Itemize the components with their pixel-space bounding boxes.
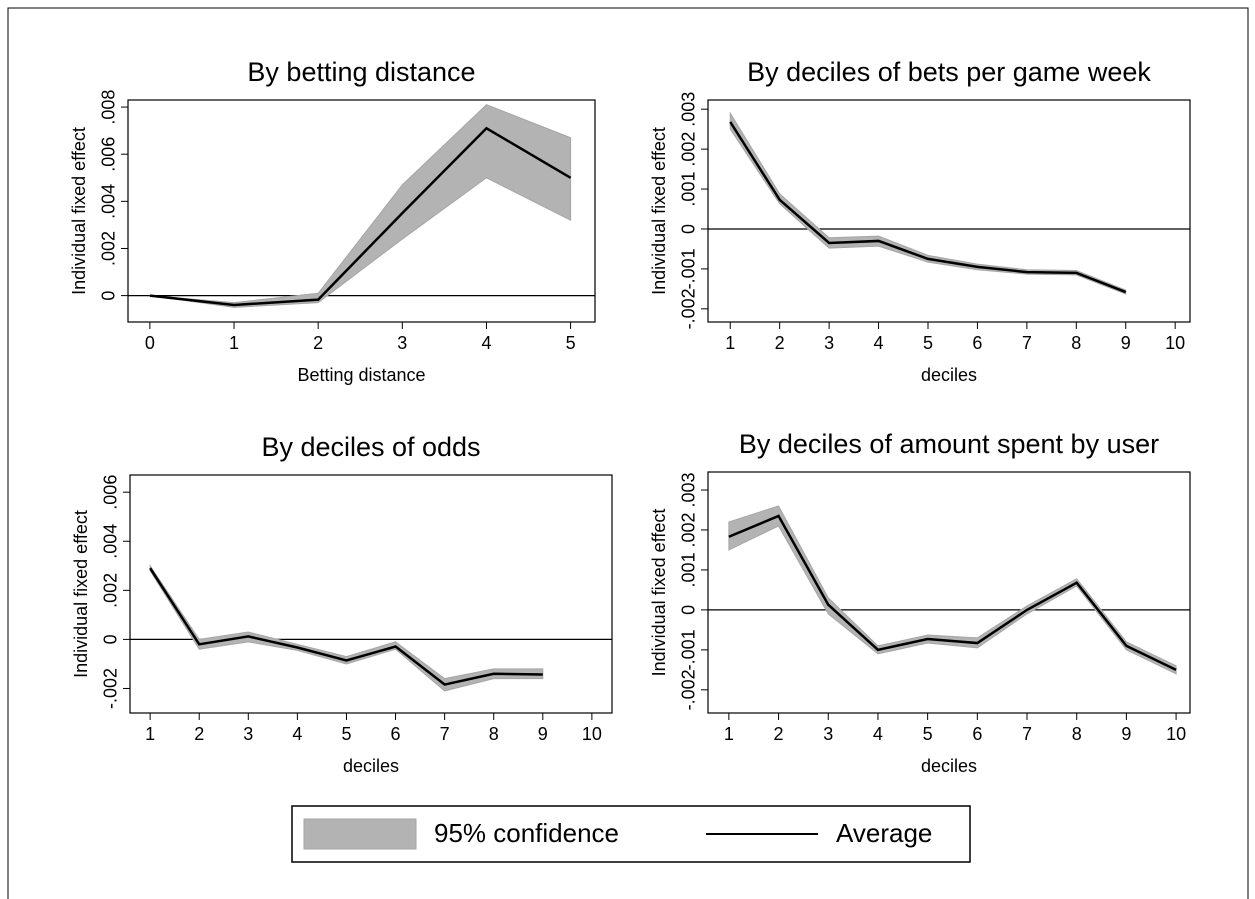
x-tick-label: 3 (243, 724, 253, 744)
y-tick-label: .004 (101, 524, 121, 559)
x-tick-label: 5 (566, 333, 576, 353)
x-tick-label: 10 (1166, 724, 1186, 744)
average-line (728, 514, 1177, 671)
x-tick-label: 4 (873, 724, 883, 744)
legend-label: Average (836, 818, 932, 848)
y-tick-label: -.002 (679, 288, 699, 329)
confidence-band (149, 564, 544, 692)
y-tick-label: .002 (101, 573, 121, 608)
y-tick-label: -.002 (101, 668, 121, 709)
average-line (149, 126, 572, 307)
x-tick-label: 9 (538, 724, 548, 744)
legend-label: 95% confidence (434, 818, 619, 848)
x-tick-label: 6 (972, 333, 982, 353)
y-tick-label: .006 (99, 137, 119, 172)
x-tick-label: 1 (725, 333, 735, 353)
average-line (149, 567, 543, 686)
y-tick-label: .006 (101, 475, 121, 510)
x-tick-label: 10 (582, 724, 602, 744)
y-tick-label: 0 (99, 291, 119, 301)
plot-frame (129, 474, 613, 714)
x-tick-label: 0 (145, 333, 155, 353)
average-line (729, 121, 1127, 294)
panel-title: By deciles of bets per game week (747, 57, 1151, 87)
x-tick-label: 3 (397, 333, 407, 353)
x-tick-label: 2 (775, 333, 785, 353)
y-tick-label: .004 (99, 184, 119, 219)
x-axis-label: deciles (921, 756, 977, 776)
x-tick-label: 6 (391, 724, 401, 744)
y-tick-label: 0 (679, 605, 699, 615)
y-tick-label: -.001 (679, 629, 699, 670)
x-tick-label: 1 (145, 724, 155, 744)
x-tick-label: 6 (972, 724, 982, 744)
y-tick-label: .003 (679, 92, 699, 127)
legend-swatch (303, 818, 417, 850)
x-tick-label: 2 (313, 333, 323, 353)
x-tick-label: 1 (724, 724, 734, 744)
y-tick-label: .002 (679, 132, 699, 167)
y-tick-label: .008 (99, 90, 119, 125)
y-tick-label: .003 (679, 472, 699, 507)
x-tick-label: 4 (292, 724, 302, 744)
x-axis-label: Betting distance (297, 365, 425, 385)
y-tick-label: 0 (679, 224, 699, 234)
x-axis-label: deciles (343, 756, 399, 776)
x-tick-label: 7 (1022, 333, 1032, 353)
panel-title: By deciles of amount spent by user (739, 429, 1159, 459)
x-tick-label: 3 (823, 724, 833, 744)
x-tick-label: 8 (1072, 724, 1082, 744)
x-tick-label: 8 (1071, 333, 1081, 353)
x-tick-label: 5 (923, 333, 933, 353)
x-tick-label: 5 (341, 724, 351, 744)
x-tick-label: 2 (194, 724, 204, 744)
y-tick-label: .001 (679, 552, 699, 587)
panel-title: By deciles of odds (261, 432, 480, 462)
x-tick-label: 2 (774, 724, 784, 744)
plot-frame (707, 471, 1191, 714)
x-tick-label: 7 (440, 724, 450, 744)
y-tick-label: .002 (99, 231, 119, 266)
x-tick-label: 9 (1121, 724, 1131, 744)
x-tick-label: 5 (923, 724, 933, 744)
x-tick-label: 1 (229, 333, 239, 353)
plot-frame (707, 99, 1191, 323)
x-tick-label: 9 (1121, 333, 1131, 353)
y-tick-label: -.001 (679, 248, 699, 289)
x-tick-label: 4 (481, 333, 491, 353)
x-tick-label: 7 (1022, 724, 1032, 744)
x-axis-label: deciles (921, 365, 977, 385)
y-axis-label: Individual fixed effect (649, 127, 669, 295)
y-tick-label: .002 (679, 512, 699, 547)
x-tick-label: 8 (489, 724, 499, 744)
confidence-band (149, 104, 572, 308)
panel-title: By betting distance (247, 57, 475, 87)
x-tick-label: 10 (1165, 333, 1185, 353)
y-axis-label: Individual fixed effect (69, 127, 89, 295)
figure-border (7, 7, 1249, 899)
y-tick-label: -.002 (679, 669, 699, 710)
y-axis-label: Individual fixed effect (649, 509, 669, 677)
plot-frame (127, 99, 596, 323)
y-tick-label: .001 (679, 172, 699, 207)
x-tick-label: 4 (874, 333, 884, 353)
y-tick-label: 0 (101, 634, 121, 644)
x-tick-label: 3 (824, 333, 834, 353)
y-axis-label: Individual fixed effect (71, 510, 91, 678)
